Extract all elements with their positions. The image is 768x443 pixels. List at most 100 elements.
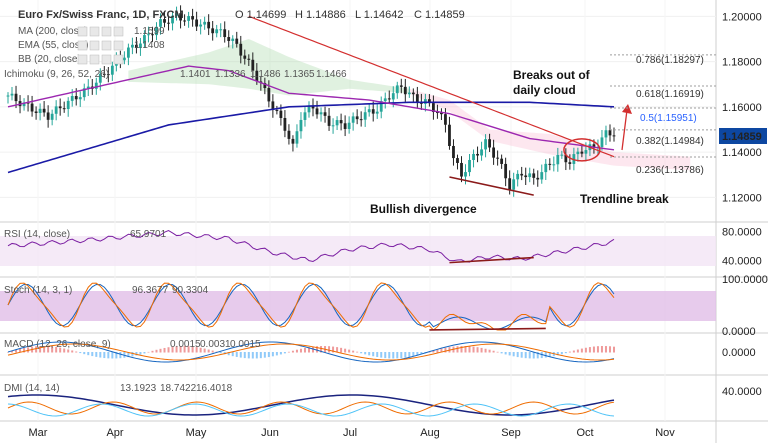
macd-hist-bar [384, 352, 387, 359]
ma-label[interactable]: MA (200, close) [18, 26, 87, 37]
bb-label[interactable]: BB (20, close) [18, 54, 81, 65]
candle-body [612, 135, 616, 137]
price-tick-label: 1.16000 [722, 102, 762, 114]
candle-body [460, 162, 463, 177]
macd-hist-bar [360, 352, 363, 354]
macd-hist-bar [544, 352, 547, 358]
macd-value-3: 0.0015 [230, 339, 261, 350]
indicator-controls[interactable] [77, 26, 124, 65]
macd-hist-bar [332, 346, 335, 353]
price-tick-label: 1.20000 [722, 11, 762, 23]
candle-body [307, 105, 311, 113]
candle-body [171, 15, 174, 24]
macd-hist-bar [79, 352, 82, 354]
candle-body [444, 114, 447, 125]
macd-hist-bar [613, 346, 615, 353]
candle-body [560, 154, 564, 156]
candle-body [231, 38, 235, 41]
macd-hist-bar [103, 352, 106, 359]
candle-body [351, 116, 355, 123]
di-plus-line [7, 401, 615, 415]
candle-body [536, 177, 540, 180]
breakout-circle [563, 138, 601, 162]
candle-body [468, 159, 471, 173]
candle-body [211, 28, 215, 34]
candle-body [215, 29, 219, 34]
macd-hist-bar [263, 352, 266, 358]
candle-body [38, 108, 42, 113]
macd-hist-bar [468, 346, 471, 353]
stoch-label[interactable]: Stoch (14, 3, 1) [4, 285, 72, 296]
candle-body [255, 70, 259, 82]
candle-body [122, 57, 126, 61]
macd-hist-bar [608, 346, 611, 353]
candle-body [74, 96, 78, 100]
macd-hist-bar [295, 349, 298, 353]
candle-body [62, 108, 66, 110]
candle-body [199, 24, 203, 27]
rsi-divergence-line [449, 256, 534, 264]
candle-body [355, 116, 359, 120]
ichimoku-cloud [128, 38, 691, 171]
macd-hist-bar [155, 349, 158, 353]
macd-hist-bar [352, 350, 355, 353]
candle-body [207, 21, 211, 29]
candle-body [315, 108, 319, 115]
macd-hist-bar [239, 352, 242, 358]
macd-hist-bar [368, 352, 371, 356]
candle-body [243, 55, 247, 59]
macd-hist-bar [600, 346, 603, 353]
macd-signal-line [7, 343, 615, 361]
candle-body [564, 154, 568, 163]
macd-hist-bar [131, 352, 134, 357]
candle-body [448, 124, 451, 146]
rsi-band [0, 236, 716, 266]
macd-label[interactable]: MACD (12, 26, close, 9) [4, 339, 111, 350]
candle-body [135, 44, 138, 49]
macd-hist-bar [488, 349, 491, 353]
candle-body [395, 85, 399, 94]
ichimoku-label[interactable]: Ichimoku (9, 26, 52, 26) [4, 69, 109, 80]
candle-body [319, 112, 323, 115]
di-minus-line [7, 403, 615, 417]
macd-hist-bar [47, 346, 50, 353]
macd-hist-bar [316, 346, 319, 353]
candle-body [480, 149, 483, 156]
candle-body [50, 113, 54, 120]
macd-hist-bar [147, 351, 150, 353]
macd-hist-bar [15, 349, 18, 353]
dmi-label[interactable]: DMI (14, 14) [4, 383, 60, 394]
candle-body [427, 99, 431, 104]
rsi-label[interactable]: RSI (14, close) [4, 229, 70, 240]
macd-hist-bar [328, 346, 331, 353]
macd-hist-bar [496, 351, 499, 353]
price-axis[interactable]: 1.20000 1.18000 1.16000 1.14000 1.12000 [722, 11, 762, 204]
macd-hist-bar [71, 350, 74, 353]
candle-body [363, 112, 367, 120]
macd-hist-bar [436, 349, 439, 353]
candle-body [492, 147, 496, 158]
stoch-band [0, 291, 716, 321]
candle-body [10, 93, 14, 96]
macd-hist-bar [512, 352, 515, 357]
time-axis[interactable]: Mar Apr May Jun Jul Aug Sep Oct Nov [29, 427, 676, 439]
macd-hist-bar [592, 346, 595, 353]
candle-body [267, 88, 271, 102]
candle-body [98, 73, 102, 83]
macd-hist-bar [139, 352, 142, 355]
candle-body [423, 99, 427, 104]
ichimoku-val-1: 1.1401 [180, 69, 211, 80]
macd-hist-bar [303, 347, 306, 353]
candle-body [311, 105, 315, 109]
macd-hist-bar [560, 352, 563, 355]
current-price-badge [719, 128, 767, 144]
time-tick-label: May [186, 427, 207, 439]
candle-body [379, 101, 383, 112]
time-tick-label: Aug [420, 427, 440, 439]
macd-hist-bar [135, 352, 138, 356]
candle-body [552, 164, 556, 166]
candle-body [78, 97, 82, 100]
macd-hist-bar [524, 352, 527, 359]
ema-label[interactable]: EMA (55, close) [18, 40, 89, 51]
